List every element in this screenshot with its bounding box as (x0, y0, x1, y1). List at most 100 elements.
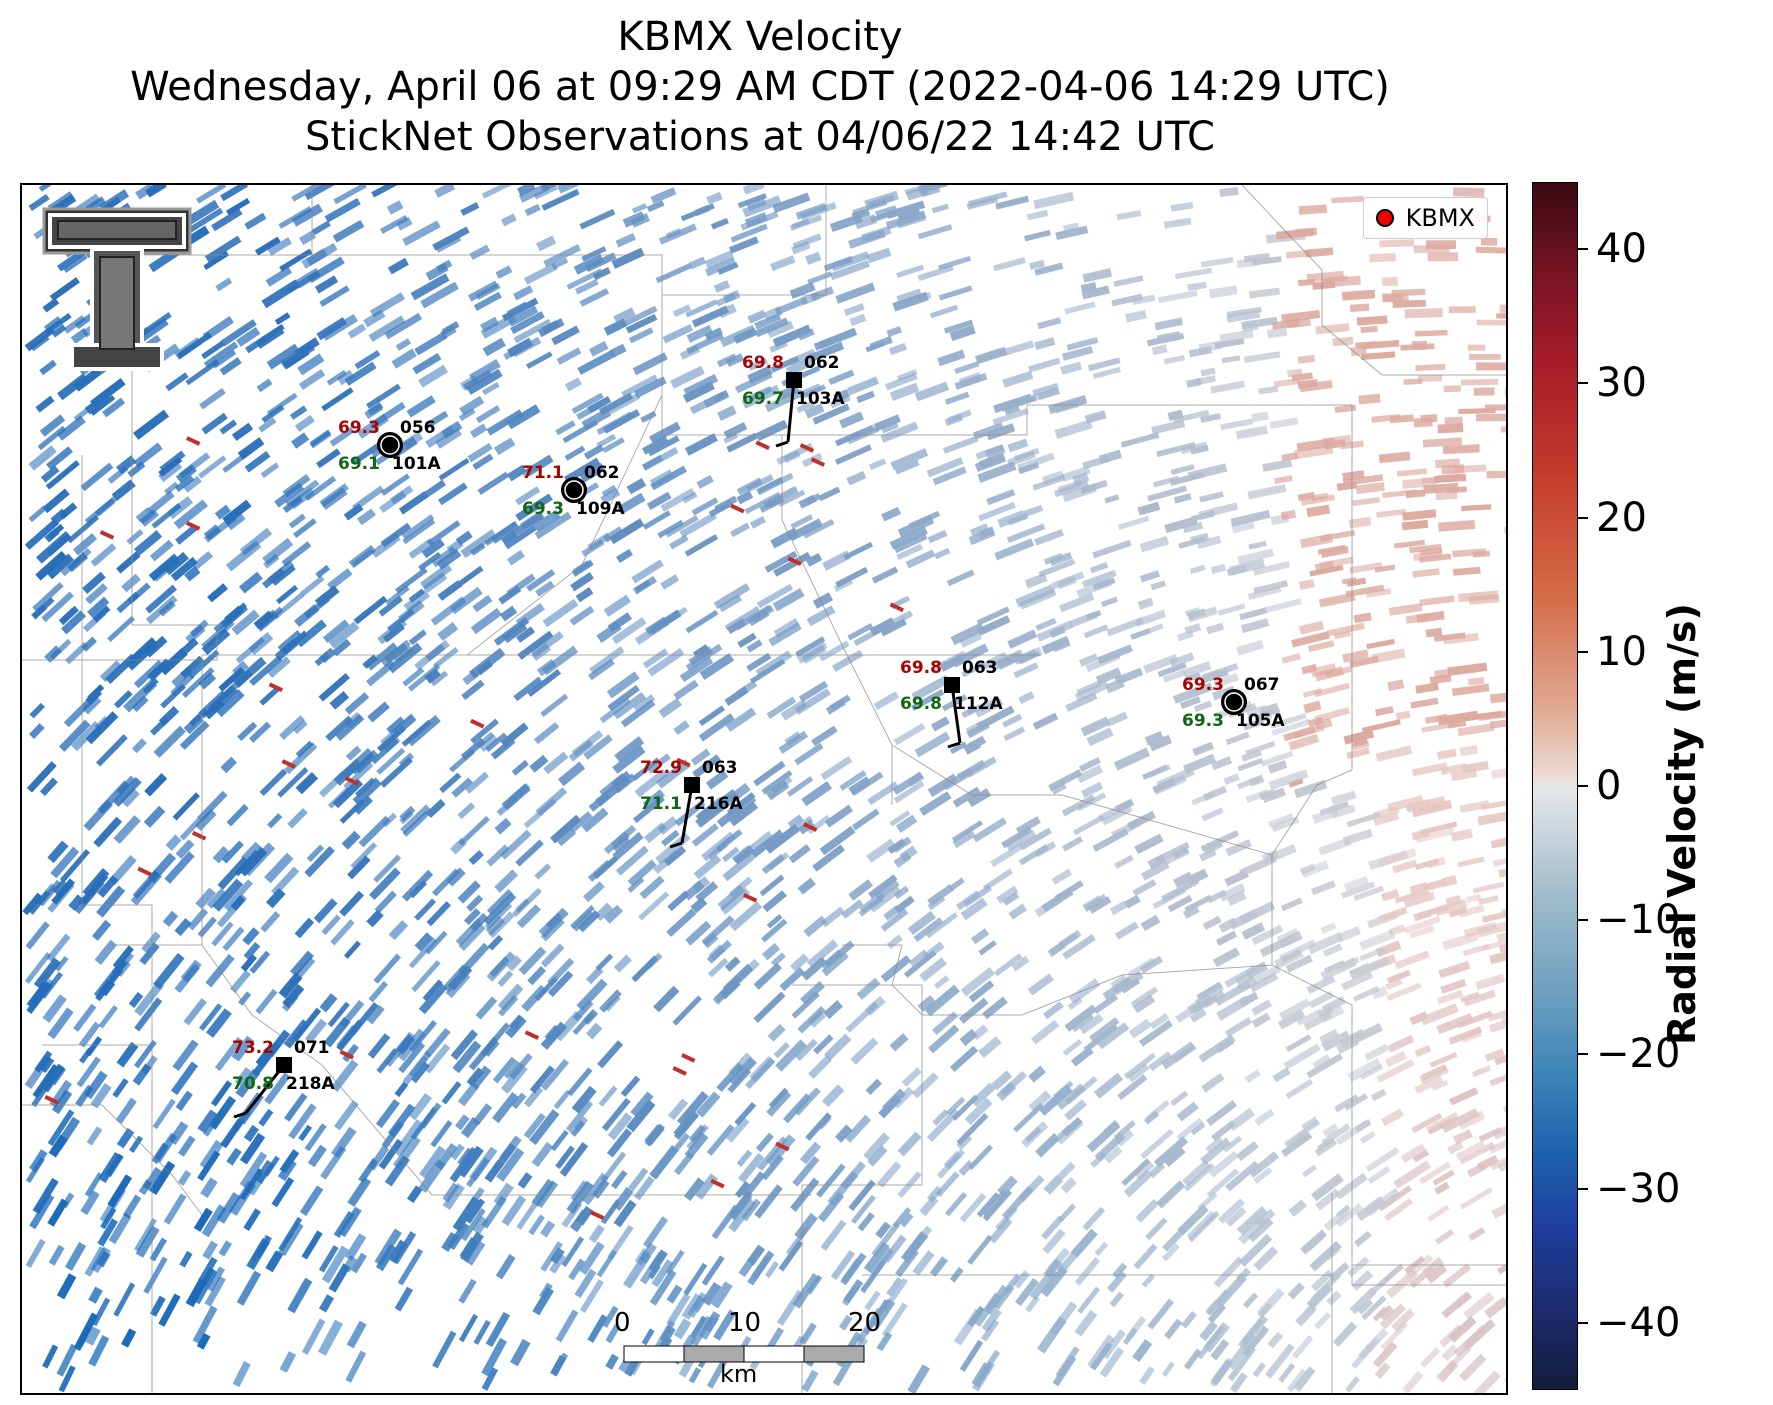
radar-gate (29, 1193, 55, 1230)
radar-gate (642, 447, 679, 471)
radar-gate (411, 960, 441, 993)
radar-gate (1391, 1308, 1416, 1333)
radar-gate (1478, 1126, 1503, 1143)
radar-gate (452, 1196, 481, 1232)
radar-gate (615, 233, 636, 248)
radar-gate (1459, 991, 1480, 1003)
radar-gate (1463, 1292, 1495, 1320)
radar-gate (344, 1233, 367, 1261)
radar-gate (1123, 1052, 1156, 1079)
radar-gate (981, 1307, 1002, 1333)
radar-gate (427, 520, 461, 547)
radar-gate (1307, 931, 1344, 955)
radar-gate (647, 1263, 661, 1280)
radar-gate (279, 1351, 297, 1373)
radar-gate (1412, 568, 1440, 578)
radar-gate (1308, 991, 1334, 1009)
radar-gate (437, 579, 463, 601)
radar-gate (1447, 1140, 1464, 1155)
radar-gate (1110, 819, 1141, 840)
radar-gate (1384, 1198, 1414, 1222)
radar-gate (335, 714, 365, 741)
radar-gate (812, 844, 845, 872)
radar-gate (484, 902, 513, 930)
radar-gate (1403, 916, 1441, 934)
radar-gate (603, 594, 632, 617)
radar-gate (1278, 998, 1311, 1021)
radar-gate (38, 185, 65, 192)
radar-gate (478, 734, 499, 752)
radar-gate (316, 448, 341, 469)
radar-gate (766, 780, 790, 801)
radar-map[interactable]: 69.3 056 69.1 101A 71.1 062 69.3 109A 69.8 062 69.… (20, 183, 1508, 1395)
radar-gate (1041, 1215, 1064, 1240)
radar-gate (1137, 597, 1154, 610)
colorbar-tick (1578, 1321, 1588, 1324)
radar-gate (1287, 368, 1303, 378)
radar-gate (1135, 1161, 1155, 1180)
radar-gate (304, 1123, 327, 1152)
radar-gate (511, 759, 529, 776)
radar-gate (58, 605, 79, 626)
radar-gate (1332, 336, 1354, 347)
radar-gate (725, 707, 757, 732)
radar-gate (287, 1277, 313, 1314)
radar-gate (353, 795, 373, 815)
radar-gate (948, 877, 965, 892)
radar-gate (720, 887, 751, 915)
radar-gate (394, 567, 428, 594)
wind-barb-flag-icon (775, 440, 789, 448)
radar-gate (458, 1313, 479, 1343)
radar-gate (1163, 354, 1185, 365)
radar-gate (1258, 385, 1279, 395)
radar-gate (492, 1056, 517, 1084)
radar-gate (642, 789, 666, 810)
radar-gate (393, 645, 414, 664)
radar-gate (1459, 1353, 1487, 1382)
radar-gate (40, 465, 60, 483)
radar-gate (452, 1040, 482, 1074)
radar-gate (1437, 423, 1464, 434)
radar-gate (706, 191, 723, 205)
radar-gate (775, 1039, 807, 1072)
radar-gate (1164, 1147, 1186, 1167)
radar-gate (455, 918, 483, 947)
radar-gate (28, 883, 56, 915)
radar-gate (197, 1109, 218, 1134)
radar-gate (1213, 1256, 1244, 1288)
radar-gate (1315, 323, 1350, 335)
radar-gate (47, 1007, 74, 1040)
radar-gate (717, 405, 737, 421)
radar-gate (734, 1180, 751, 1198)
radar-gate (715, 293, 737, 307)
radar-gate (425, 643, 446, 662)
radar-gate (1226, 1333, 1258, 1370)
radar-gate (818, 486, 841, 502)
radar-gate (1315, 1188, 1341, 1211)
radar-gate (1062, 222, 1080, 234)
radar-gate (307, 1144, 327, 1168)
title-line-1: KBMX Velocity (617, 14, 903, 60)
radar-gate (1179, 696, 1201, 710)
radar-gate (748, 357, 768, 371)
radar-gate (969, 523, 989, 537)
radar-gate (544, 1024, 562, 1043)
radar-gate (524, 203, 541, 217)
radar-gate (1437, 989, 1464, 1005)
radar-gate (876, 1331, 893, 1352)
radar-gate (761, 770, 793, 795)
radar-gate (673, 679, 699, 701)
radar-gate (1296, 1008, 1323, 1026)
radar-gate (1184, 623, 1202, 635)
radar-gate (1405, 489, 1426, 499)
radar-gate (756, 476, 784, 495)
radar-gate (599, 773, 627, 798)
radar-gate (400, 804, 431, 834)
